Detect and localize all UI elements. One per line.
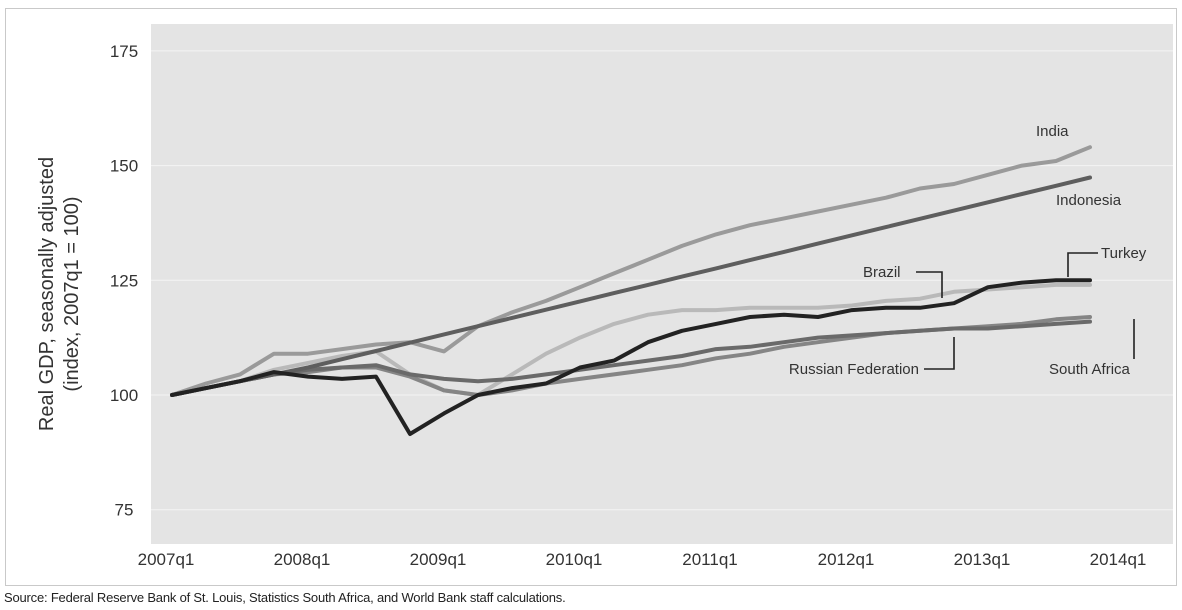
x-tick-label: 2010q1 (546, 550, 603, 569)
series-line-brazil (170, 282, 1092, 397)
y-axis-label-line1: Real GDP, seasonally adjusted (36, 157, 58, 431)
series-label-brazil: Brazil (863, 264, 901, 281)
y-axis-label-line2: (index, 2007q1 = 100) (61, 196, 83, 391)
y-axis-label: Real GDP, seasonally adjusted (index, 20… (36, 157, 83, 431)
series-lines (170, 145, 1092, 436)
x-tick-labels: 2007q1 2008q1 2009q1 2010q1 2011q1 2012q1 2013… (138, 550, 1147, 569)
source-note: Source: Federal Reserve Bank of St. Loui… (4, 590, 566, 605)
series-label-indonesia: Indonesia (1056, 192, 1122, 209)
series-labels: India Indonesia Turkey Brazil Russian Federa… (789, 123, 1147, 378)
series-label-turkey: Turkey (1101, 245, 1147, 262)
series-label-russian-federation: Russian Federation (789, 361, 919, 378)
x-tick-label: 2007q1 (138, 550, 195, 569)
series-line-russian-federation (170, 319, 1092, 397)
leader-line-turkey (1067, 252, 1098, 277)
chart-frame: 75 100 125 150 175 2007q1 2008q1 2009q1 2010q1 2… (5, 8, 1177, 586)
y-tick-label: 100 (110, 386, 138, 405)
series-line-turkey (170, 278, 1092, 436)
series-label-india: India (1036, 123, 1069, 140)
x-tick-label: 2008q1 (274, 550, 331, 569)
series-line-india (170, 145, 1092, 397)
x-tick-label: 2009q1 (410, 550, 467, 569)
y-tick-label: 75 (115, 501, 134, 520)
y-tick-label: 175 (110, 42, 138, 61)
x-tick-label: 2013q1 (954, 550, 1011, 569)
series-label-south-africa: South Africa (1049, 361, 1131, 378)
leader-line-russian-federation (924, 337, 955, 370)
x-tick-label: 2011q1 (682, 550, 737, 569)
x-tick-label: 2012q1 (818, 550, 875, 569)
x-tick-label: 2014q1 (1090, 550, 1147, 569)
y-tick-labels: 75 100 125 150 175 (110, 42, 138, 520)
y-tick-label: 125 (110, 271, 138, 290)
series-line-indonesia (170, 175, 1092, 397)
leader-line-brazil (916, 271, 943, 298)
y-tick-label: 150 (110, 157, 138, 176)
